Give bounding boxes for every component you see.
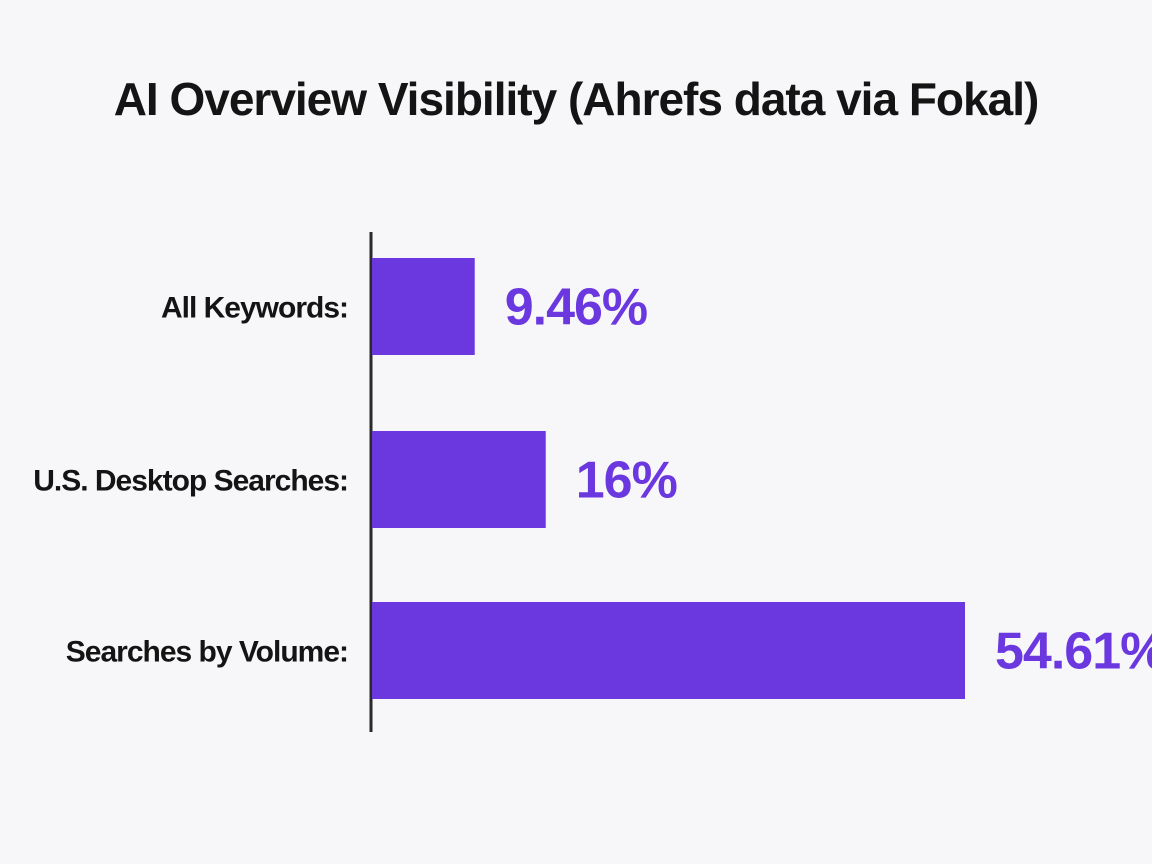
category-label: U.S. Desktop Searches: xyxy=(33,465,348,498)
value-label: 9.46% xyxy=(505,279,647,337)
bar-2 xyxy=(372,431,546,528)
chart-title: AI Overview Visibility (Ahrefs data via … xyxy=(113,73,1040,125)
value-label: 16% xyxy=(576,452,677,510)
bar-1 xyxy=(372,258,475,355)
bar-3 xyxy=(372,602,965,699)
category-label: All Keywords: xyxy=(161,292,348,325)
value-label: 54.61% xyxy=(995,623,1152,681)
category-label: Searches by Volume: xyxy=(66,636,348,669)
